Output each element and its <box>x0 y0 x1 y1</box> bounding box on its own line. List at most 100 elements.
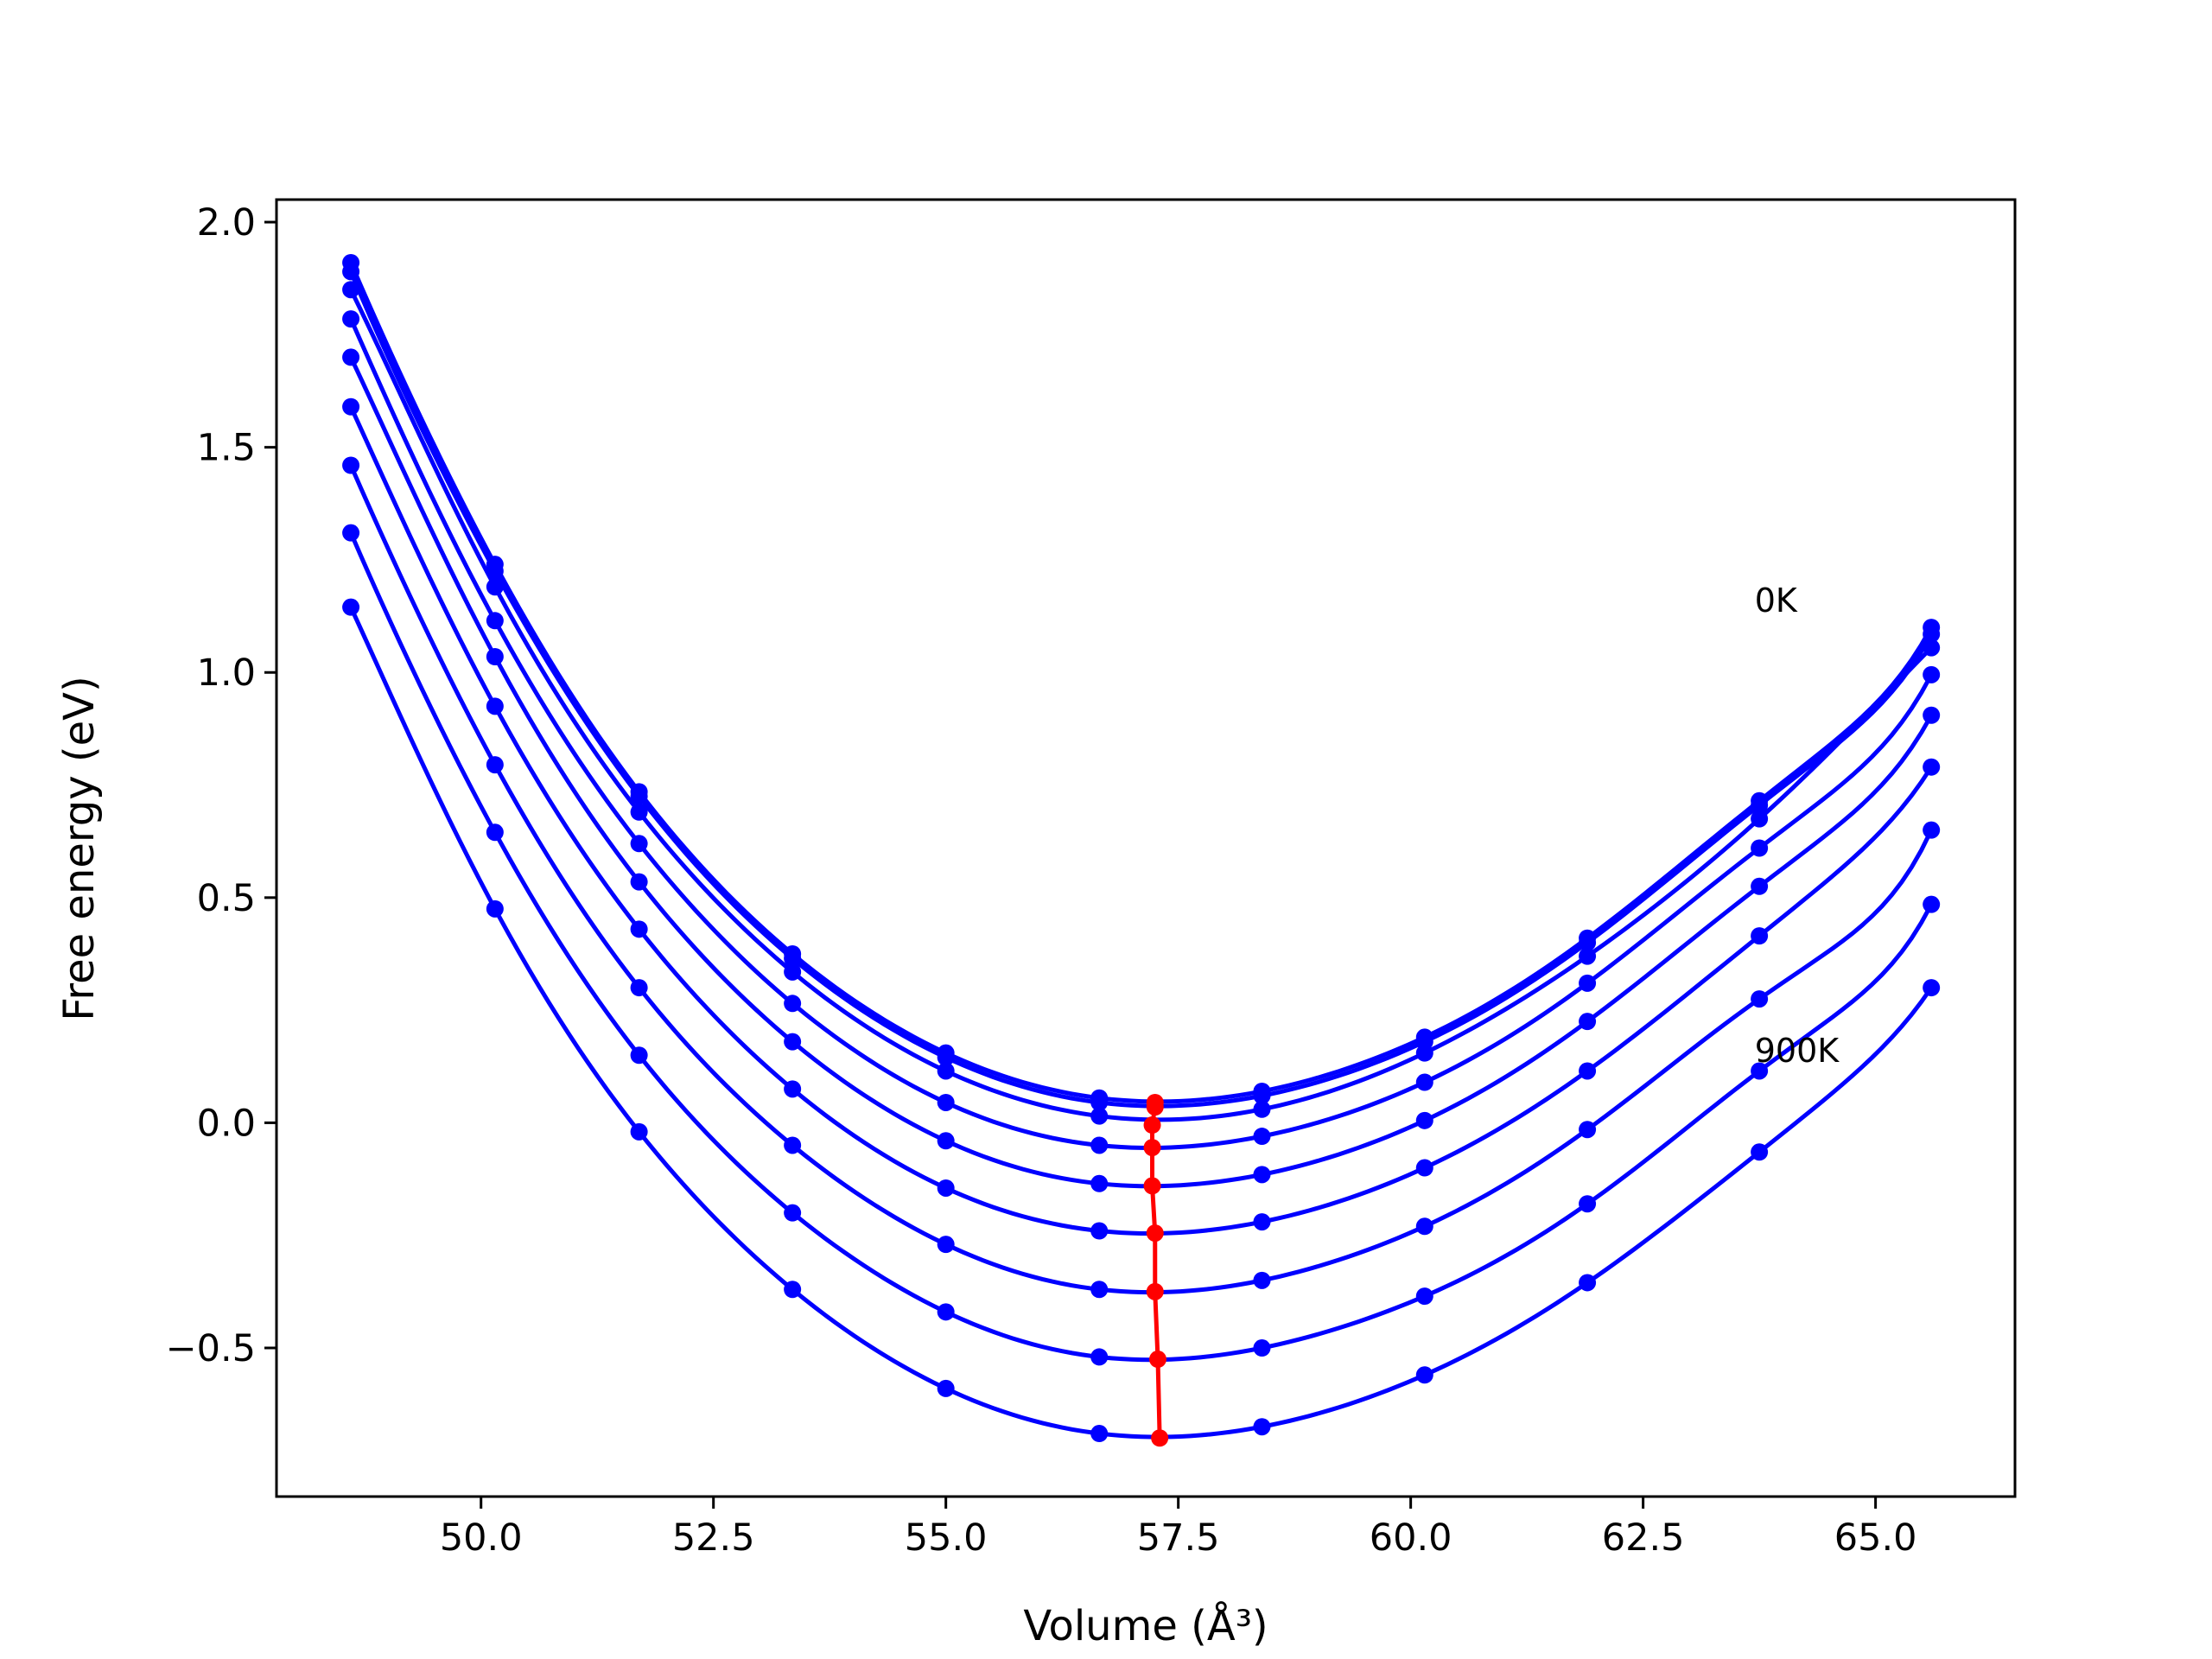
data-point <box>784 963 802 981</box>
data-point <box>784 995 802 1013</box>
data-point <box>342 310 360 328</box>
data-point <box>630 1046 648 1065</box>
data-point <box>1751 927 1769 945</box>
data-point <box>342 348 360 366</box>
minimum-point <box>1146 1282 1164 1300</box>
data-point <box>1751 877 1769 895</box>
data-point <box>1579 974 1597 992</box>
data-point <box>1090 1281 1109 1299</box>
minimum-point <box>1143 1139 1161 1157</box>
data-point <box>486 612 504 630</box>
data-point <box>1923 625 1941 643</box>
data-point <box>1415 1217 1433 1236</box>
data-point <box>1090 1136 1109 1154</box>
energy-curve-2 <box>348 289 1933 1122</box>
data-point <box>1090 1107 1109 1125</box>
data-point <box>784 1080 802 1098</box>
data-point <box>1923 895 1941 913</box>
data-point <box>630 835 648 853</box>
data-point <box>1751 810 1769 828</box>
plot-layer: 0K 900K <box>342 253 1941 1447</box>
data-point <box>1253 1213 1271 1231</box>
x-tick-label: 57.5 <box>1137 1516 1220 1560</box>
data-point <box>630 1122 648 1141</box>
data-point <box>1923 979 1941 997</box>
plot-frame <box>275 198 2017 1498</box>
data-point <box>630 803 648 821</box>
data-point <box>1579 1062 1597 1080</box>
energy-curve-3 <box>348 318 1934 1150</box>
data-point <box>342 397 360 416</box>
data-point <box>342 456 360 474</box>
data-point <box>630 787 648 805</box>
data-point <box>937 1062 955 1080</box>
energy-curve-7 <box>348 531 1934 1363</box>
ticks-layer: 50.0 52.5 55.0 57.5 60.0 62.5 65.0 −0.5 0.0 0.5 1.… <box>166 201 1917 1560</box>
data-point <box>1579 1121 1597 1139</box>
data-point <box>937 1179 955 1197</box>
data-point <box>1253 1418 1271 1436</box>
x-tick-label: 62.5 <box>1602 1516 1685 1560</box>
minimum-point <box>1151 1429 1169 1447</box>
data-point <box>1579 947 1597 965</box>
y-tick-label: −0.5 <box>166 1327 256 1370</box>
energy-curve-5 <box>348 405 1934 1236</box>
data-point <box>1090 1425 1109 1443</box>
energy-curve-6 <box>348 464 1934 1295</box>
data-point <box>1923 639 1941 657</box>
data-point <box>937 1303 955 1321</box>
data-point <box>1253 1087 1271 1105</box>
x-tick-label: 60.0 <box>1370 1516 1452 1560</box>
y-tick-label: 1.0 <box>197 652 256 695</box>
x-tick-label: 55.0 <box>905 1516 988 1560</box>
data-point <box>630 920 648 938</box>
data-point <box>342 598 360 616</box>
minimum-point <box>1146 1098 1164 1116</box>
data-point <box>937 1048 955 1066</box>
data-point <box>1579 1274 1597 1292</box>
x-tick-label: 50.0 <box>440 1516 523 1560</box>
energy-curve-0 <box>348 261 1934 1104</box>
data-point <box>937 1379 955 1397</box>
data-point <box>1253 1339 1271 1357</box>
y-tick-label: 2.0 <box>197 201 256 245</box>
data-point <box>486 823 504 842</box>
data-point <box>937 1093 955 1111</box>
data-point <box>486 578 504 596</box>
data-point <box>1090 1093 1109 1111</box>
data-point <box>1415 1159 1433 1177</box>
data-point <box>784 1281 802 1299</box>
data-point <box>486 899 504 918</box>
data-point <box>342 524 360 542</box>
data-point <box>486 756 504 774</box>
data-point <box>784 1136 802 1154</box>
minimum-point <box>1143 1177 1161 1195</box>
data-point <box>1253 1128 1271 1146</box>
data-point <box>1415 1073 1433 1091</box>
data-point <box>1090 1222 1109 1240</box>
data-point <box>1090 1174 1109 1192</box>
data-point <box>1751 839 1769 857</box>
data-point <box>1751 796 1769 814</box>
y-tick-label: 0.0 <box>197 1102 256 1145</box>
data-point <box>784 1033 802 1051</box>
data-point <box>486 697 504 715</box>
data-point <box>1253 1166 1271 1184</box>
energy-curve-4 <box>348 356 1934 1189</box>
data-point <box>1923 706 1941 724</box>
x-axis-label: Volume (Å³) <box>1023 1601 1268 1650</box>
data-point <box>486 647 504 665</box>
minimum-point <box>1148 1351 1166 1369</box>
minimum-point <box>1146 1224 1164 1243</box>
data-point <box>630 873 648 891</box>
data-point <box>1415 1287 1433 1306</box>
energy-curve-1 <box>348 270 1934 1109</box>
data-point <box>937 1236 955 1254</box>
data-point <box>1090 1348 1109 1366</box>
data-point <box>784 950 802 968</box>
energy-curve-8 <box>348 606 1934 1440</box>
data-point <box>1253 1271 1271 1289</box>
data-point <box>342 281 360 299</box>
